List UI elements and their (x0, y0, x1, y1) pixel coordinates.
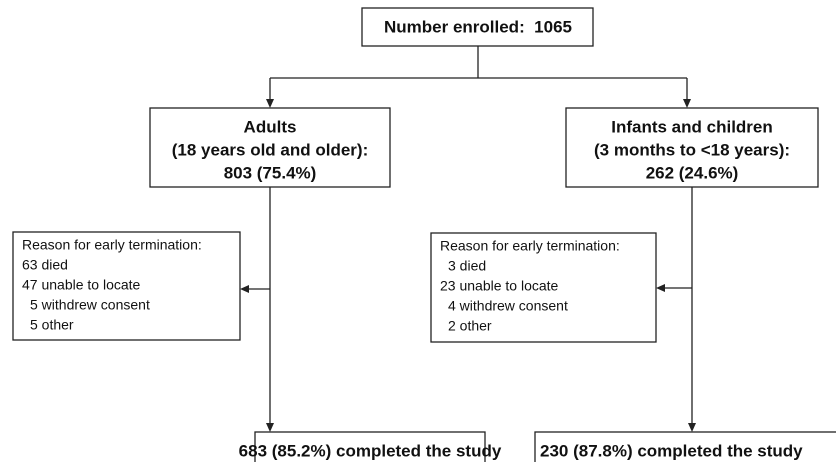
box-text: 683 (85.2%) completed the study (239, 441, 502, 460)
arrow-head (240, 285, 249, 293)
termination-box (12, 231, 241, 341)
box-text: 262 (24.6%) (646, 163, 739, 182)
box-text: 4 withdrew consent (448, 298, 568, 314)
adults-box (149, 107, 391, 188)
arrow-head (266, 423, 274, 432)
box-text: 3 died (448, 258, 486, 274)
box-text: (18 years old and older): (172, 140, 369, 159)
arrow-head (266, 99, 274, 108)
box-text: 2 other (448, 318, 492, 334)
arrow-head (656, 284, 665, 292)
arrow-head (683, 99, 691, 108)
box-text: 47 unable to locate (22, 277, 141, 293)
box-text: 5 other (30, 317, 74, 333)
box-text: Reason for early termination: (440, 238, 620, 254)
completed-box (254, 431, 486, 462)
termination-box (430, 232, 657, 343)
box-text: (3 months to <18 years): (594, 140, 790, 159)
box-text: Reason for early termination: (22, 237, 202, 253)
box-text: 63 died (22, 257, 68, 273)
box-text: 23 unable to locate (440, 278, 559, 294)
children-box (565, 107, 819, 188)
completed-box (534, 431, 836, 462)
enrolled-box (361, 7, 594, 47)
box-text: 230 (87.8%) completed the study (540, 441, 803, 460)
box-text: Adults (244, 117, 297, 136)
arrow-head (688, 423, 696, 432)
box-text: 803 (75.4%) (224, 163, 317, 182)
box-text: Infants and children (611, 117, 773, 136)
box-text: Number enrolled: 1065 (384, 17, 572, 36)
box-text: 5 withdrew consent (30, 297, 150, 313)
